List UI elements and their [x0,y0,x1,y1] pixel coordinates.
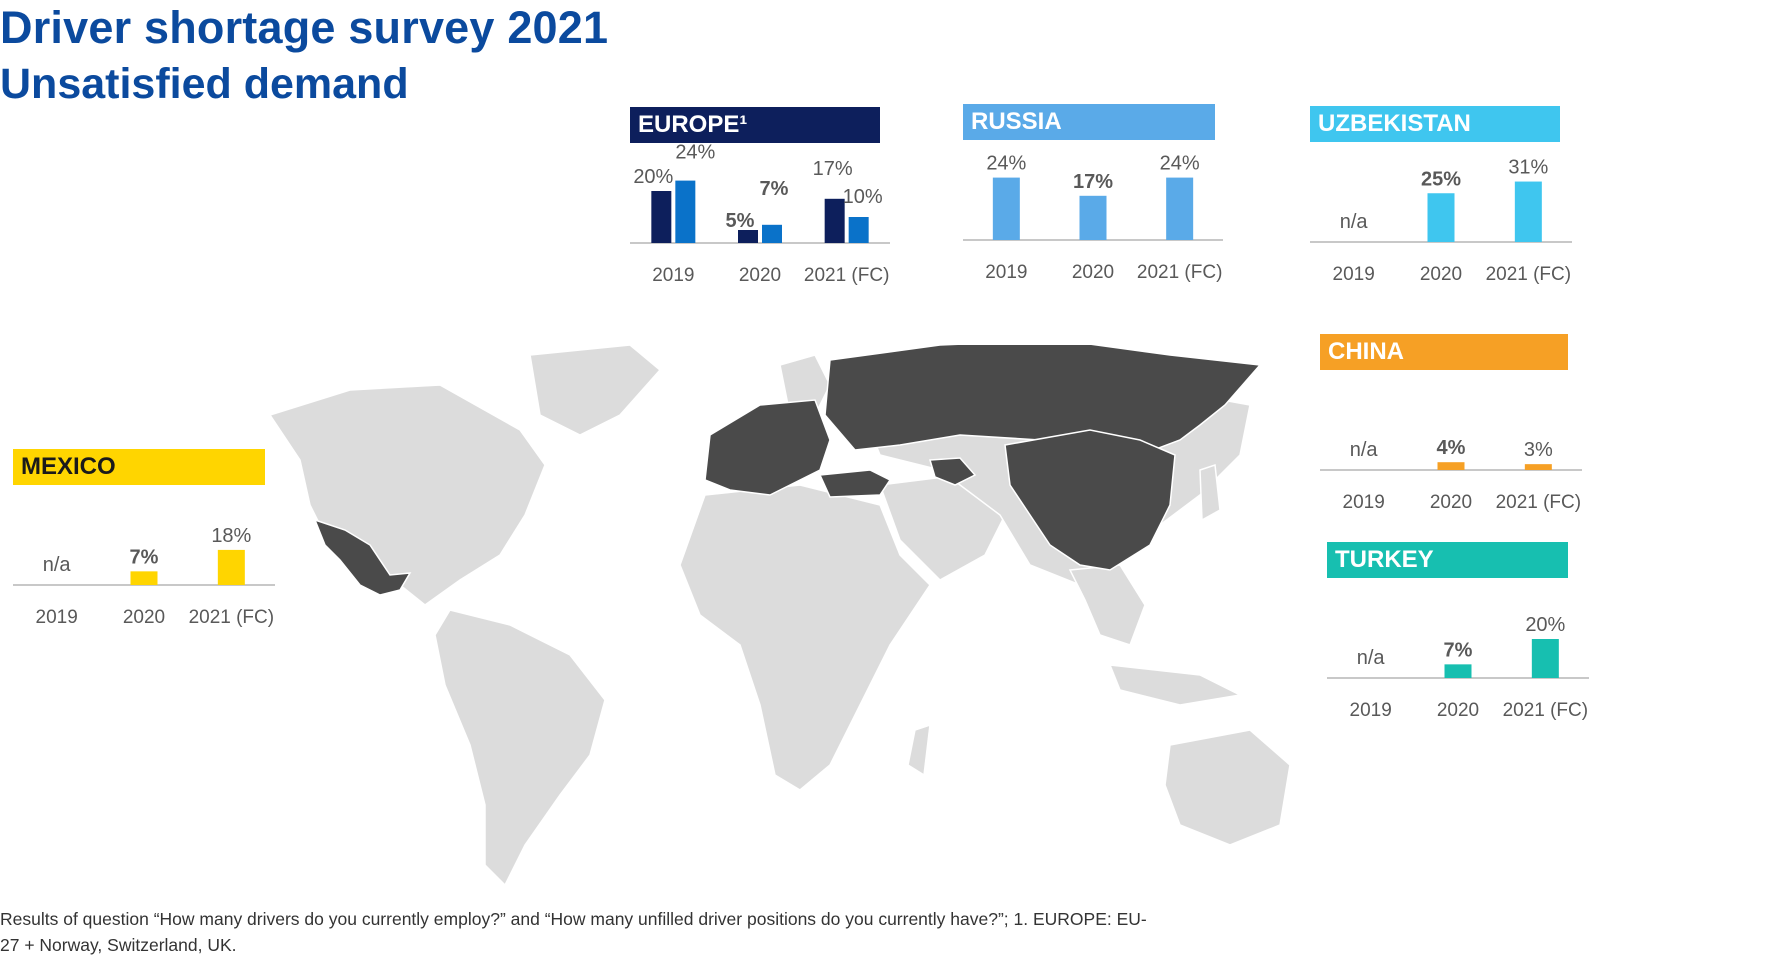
land-africa [679,484,931,791]
mexico-chart: n/a 2019 7% 2020 18% 2021 (FC) [13,525,275,628]
category-label: 2019 [1350,700,1392,721]
bar [1444,664,1472,678]
data-label: 5% [726,210,755,232]
category-label: 2021 (FC) [1503,700,1589,721]
bar [217,549,245,585]
land-north-america [268,384,546,606]
page-title: Driver shortage survey 2021 [0,2,609,53]
category-label: 2021 (FC) [189,607,275,628]
china-chart: n/a 2019 4% 2020 3% 2021 (FC) [1320,437,1582,513]
data-label: 17% [1073,171,1113,193]
land-indonesia [1108,664,1243,706]
uzbekistan-chart: n/a 2019 25% 2020 31% 2021 (FC) [1310,157,1572,285]
data-label: 7% [760,178,789,200]
bar [848,217,869,243]
bar [675,180,696,243]
category-label: 2019 [985,262,1027,283]
land-japan [1199,463,1221,522]
region-turkey [818,469,892,498]
bar [1514,181,1542,242]
bar [1531,639,1559,678]
category-label: 2020 [1420,264,1462,285]
bar [1524,464,1552,470]
region-china [1004,429,1176,571]
uzbekistan-header: UZBEKISTAN [1310,106,1560,142]
data-label: 20% [633,166,673,188]
category-label: 2019 [652,265,694,286]
na-label: n/a [1350,439,1379,461]
data-label: 31% [1508,157,1548,179]
category-label: 2019 [1333,264,1375,285]
turkey-header: TURKEY [1327,542,1568,578]
bar [1427,193,1455,242]
mexico-header: MEXICO [13,449,265,485]
bar [738,230,758,243]
na-label: n/a [43,554,72,576]
data-label: 7% [1444,639,1473,661]
land-south-america [434,609,606,887]
category-label: 2021 (FC) [1486,264,1572,285]
data-label: 24% [986,153,1026,175]
na-label: n/a [1340,211,1369,233]
russia-header: RUSSIA [963,104,1215,140]
turkey-chart: n/a 2019 7% 2020 20% 2021 (FC) [1327,614,1589,721]
na-label: n/a [1357,647,1386,669]
land-australia [1164,729,1291,846]
data-label: 17% [813,158,853,180]
category-label: 2021 (FC) [1137,262,1223,283]
data-label: 18% [211,525,251,547]
map-highlight [313,345,1262,596]
category-label: 2020 [1072,262,1114,283]
data-label: 10% [843,186,883,208]
bar [992,177,1020,240]
category-label: 2019 [1343,492,1385,513]
russia-chart: 24% 2019 17% 2020 24% 2021 (FC) [963,153,1223,283]
data-label: 24% [675,142,715,164]
land-madagascar [907,723,931,777]
category-label: 2020 [123,607,165,628]
world-map [268,345,1291,887]
bar [824,198,845,243]
land-southeast-asia [1068,564,1146,646]
bar [1166,177,1194,240]
bar [762,224,782,243]
category-label: 2020 [1430,492,1472,513]
data-label: 25% [1421,168,1461,190]
region-russia [824,345,1262,456]
europe-header: EUROPE¹ [630,107,880,143]
data-label: 3% [1524,439,1553,461]
region-mexico [313,518,412,596]
europe-chart: 20%24% 2019 5%7% 2020 17% 10% 2021 (FC) [630,142,890,286]
category-label: 2019 [36,607,78,628]
footnote: Results of question “How many drivers do… [0,909,1147,955]
land-greenland [529,345,662,436]
data-label: 7% [130,546,159,568]
data-label: 20% [1525,614,1565,636]
bar [1437,462,1465,470]
category-label: 2021 (FC) [1496,492,1582,513]
bar [130,571,158,585]
region-europe [704,399,831,496]
bar [1079,195,1107,240]
region-uzbekistan [929,457,977,486]
category-label: 2020 [1437,700,1479,721]
category-label: 2021 (FC) [804,265,890,286]
data-label: 24% [1160,153,1200,175]
china-header: CHINA [1320,334,1568,370]
page-subtitle: Unsatisfied demand [0,60,409,108]
data-label: 4% [1437,437,1466,459]
category-label: 2020 [739,265,781,286]
bar [651,191,672,243]
